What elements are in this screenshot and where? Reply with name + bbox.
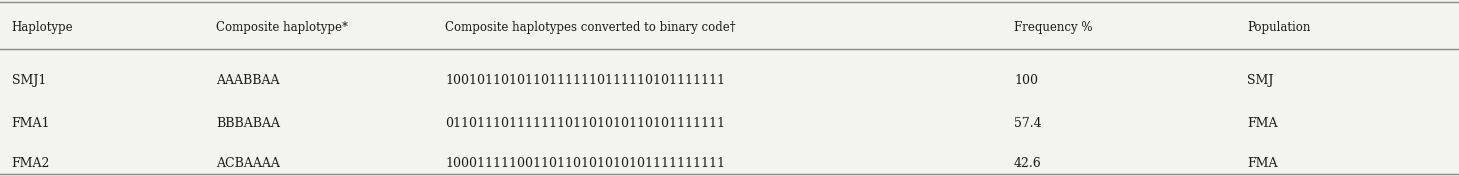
Text: BBBABAA: BBBABAA (216, 117, 280, 130)
Text: Frequency %: Frequency % (1014, 21, 1093, 34)
Text: SMJ: SMJ (1247, 74, 1274, 87)
Text: 42.6: 42.6 (1014, 157, 1042, 170)
Text: Population: Population (1247, 21, 1310, 34)
Text: SMJ1: SMJ1 (12, 74, 47, 87)
Text: Composite haplotypes converted to binary code†: Composite haplotypes converted to binary… (445, 21, 735, 34)
Text: 10001111100110110101010101111111111: 10001111100110110101010101111111111 (445, 157, 725, 170)
Text: 10010110101101111110111110101111111: 10010110101101111110111110101111111 (445, 74, 725, 87)
Text: Composite haplotype*: Composite haplotype* (216, 21, 347, 34)
Text: 57.4: 57.4 (1014, 117, 1042, 130)
Text: AAABBAA: AAABBAA (216, 74, 280, 87)
Text: FMA: FMA (1247, 157, 1278, 170)
Text: ACBAAAA: ACBAAAA (216, 157, 280, 170)
Text: Haplotype: Haplotype (12, 21, 73, 34)
Text: 100: 100 (1014, 74, 1037, 87)
Text: FMA: FMA (1247, 117, 1278, 130)
Text: FMA2: FMA2 (12, 157, 50, 170)
Text: FMA1: FMA1 (12, 117, 50, 130)
Text: 01101110111111101101010110101111111: 01101110111111101101010110101111111 (445, 117, 725, 130)
